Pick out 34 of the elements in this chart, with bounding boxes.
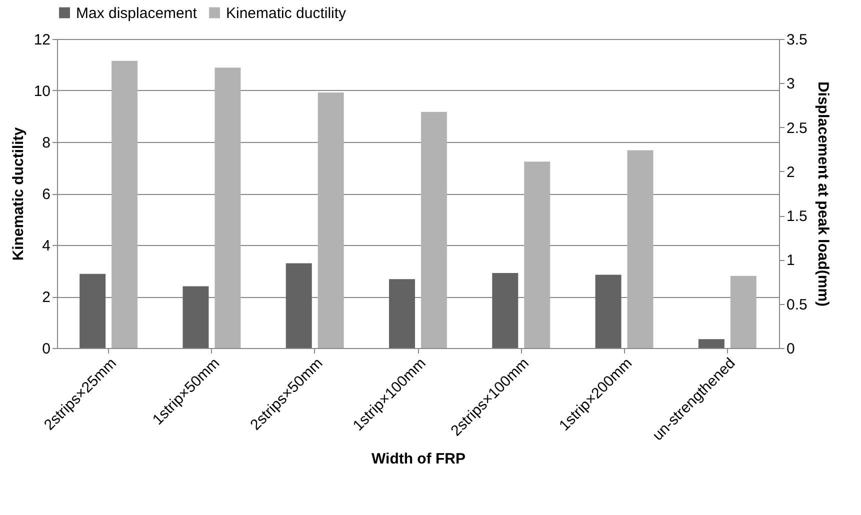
bar (627, 150, 654, 348)
y-tick-label: 0 (42, 340, 50, 358)
x-axis-title: Width of FRP (371, 450, 466, 468)
bar (80, 274, 106, 348)
y-tick-label: 2 (42, 289, 50, 306)
bar (492, 272, 518, 348)
y-tick-label: 4 (42, 238, 50, 254)
bar (595, 274, 622, 348)
bar (318, 92, 344, 348)
y2-tick-label: 0 (786, 340, 795, 358)
y2-tick-label: 1 (786, 252, 795, 270)
bar (286, 263, 312, 348)
y-tick-label: 10 (34, 83, 50, 100)
bar (698, 339, 724, 348)
y-tick-label: 6 (42, 186, 50, 203)
y2-tick-label: 1.5 (786, 208, 808, 226)
y2-tick-label: 2.5 (786, 120, 808, 137)
y-axis-title: Kinematic ductility (10, 126, 27, 261)
y2-tick-label: 0.5 (786, 296, 808, 314)
bar (389, 279, 416, 348)
legend-label: Kinematic ductility (226, 4, 347, 22)
bar (420, 112, 447, 348)
legend-label: Max displacement (76, 4, 198, 22)
bar (214, 68, 241, 348)
bar (730, 276, 756, 348)
y2-axis-title: Displacement at peak load(mm) (814, 81, 832, 307)
y2-tick-label: 2 (786, 164, 795, 181)
bar (112, 60, 138, 348)
y-tick-label: 12 (34, 32, 50, 48)
y2-tick-label: 3.5 (786, 32, 808, 48)
y-tick-label: 8 (42, 134, 50, 152)
bar (524, 162, 550, 348)
y2-tick-label: 3 (786, 76, 795, 93)
bar (182, 286, 209, 348)
